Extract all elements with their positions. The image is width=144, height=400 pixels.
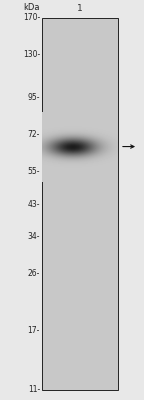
Text: 72-: 72-: [28, 130, 40, 139]
Text: 1: 1: [77, 4, 83, 13]
Text: 95-: 95-: [28, 92, 40, 102]
Text: kDa: kDa: [23, 3, 40, 12]
Text: 130-: 130-: [23, 50, 40, 59]
Text: 55-: 55-: [28, 167, 40, 176]
Text: 26-: 26-: [28, 269, 40, 278]
Text: 43-: 43-: [28, 200, 40, 209]
Bar: [42, 18, 118, 390]
Text: 170-: 170-: [23, 14, 40, 22]
Text: 17-: 17-: [28, 326, 40, 335]
Text: 11-: 11-: [28, 386, 40, 394]
Text: 34-: 34-: [28, 232, 40, 241]
